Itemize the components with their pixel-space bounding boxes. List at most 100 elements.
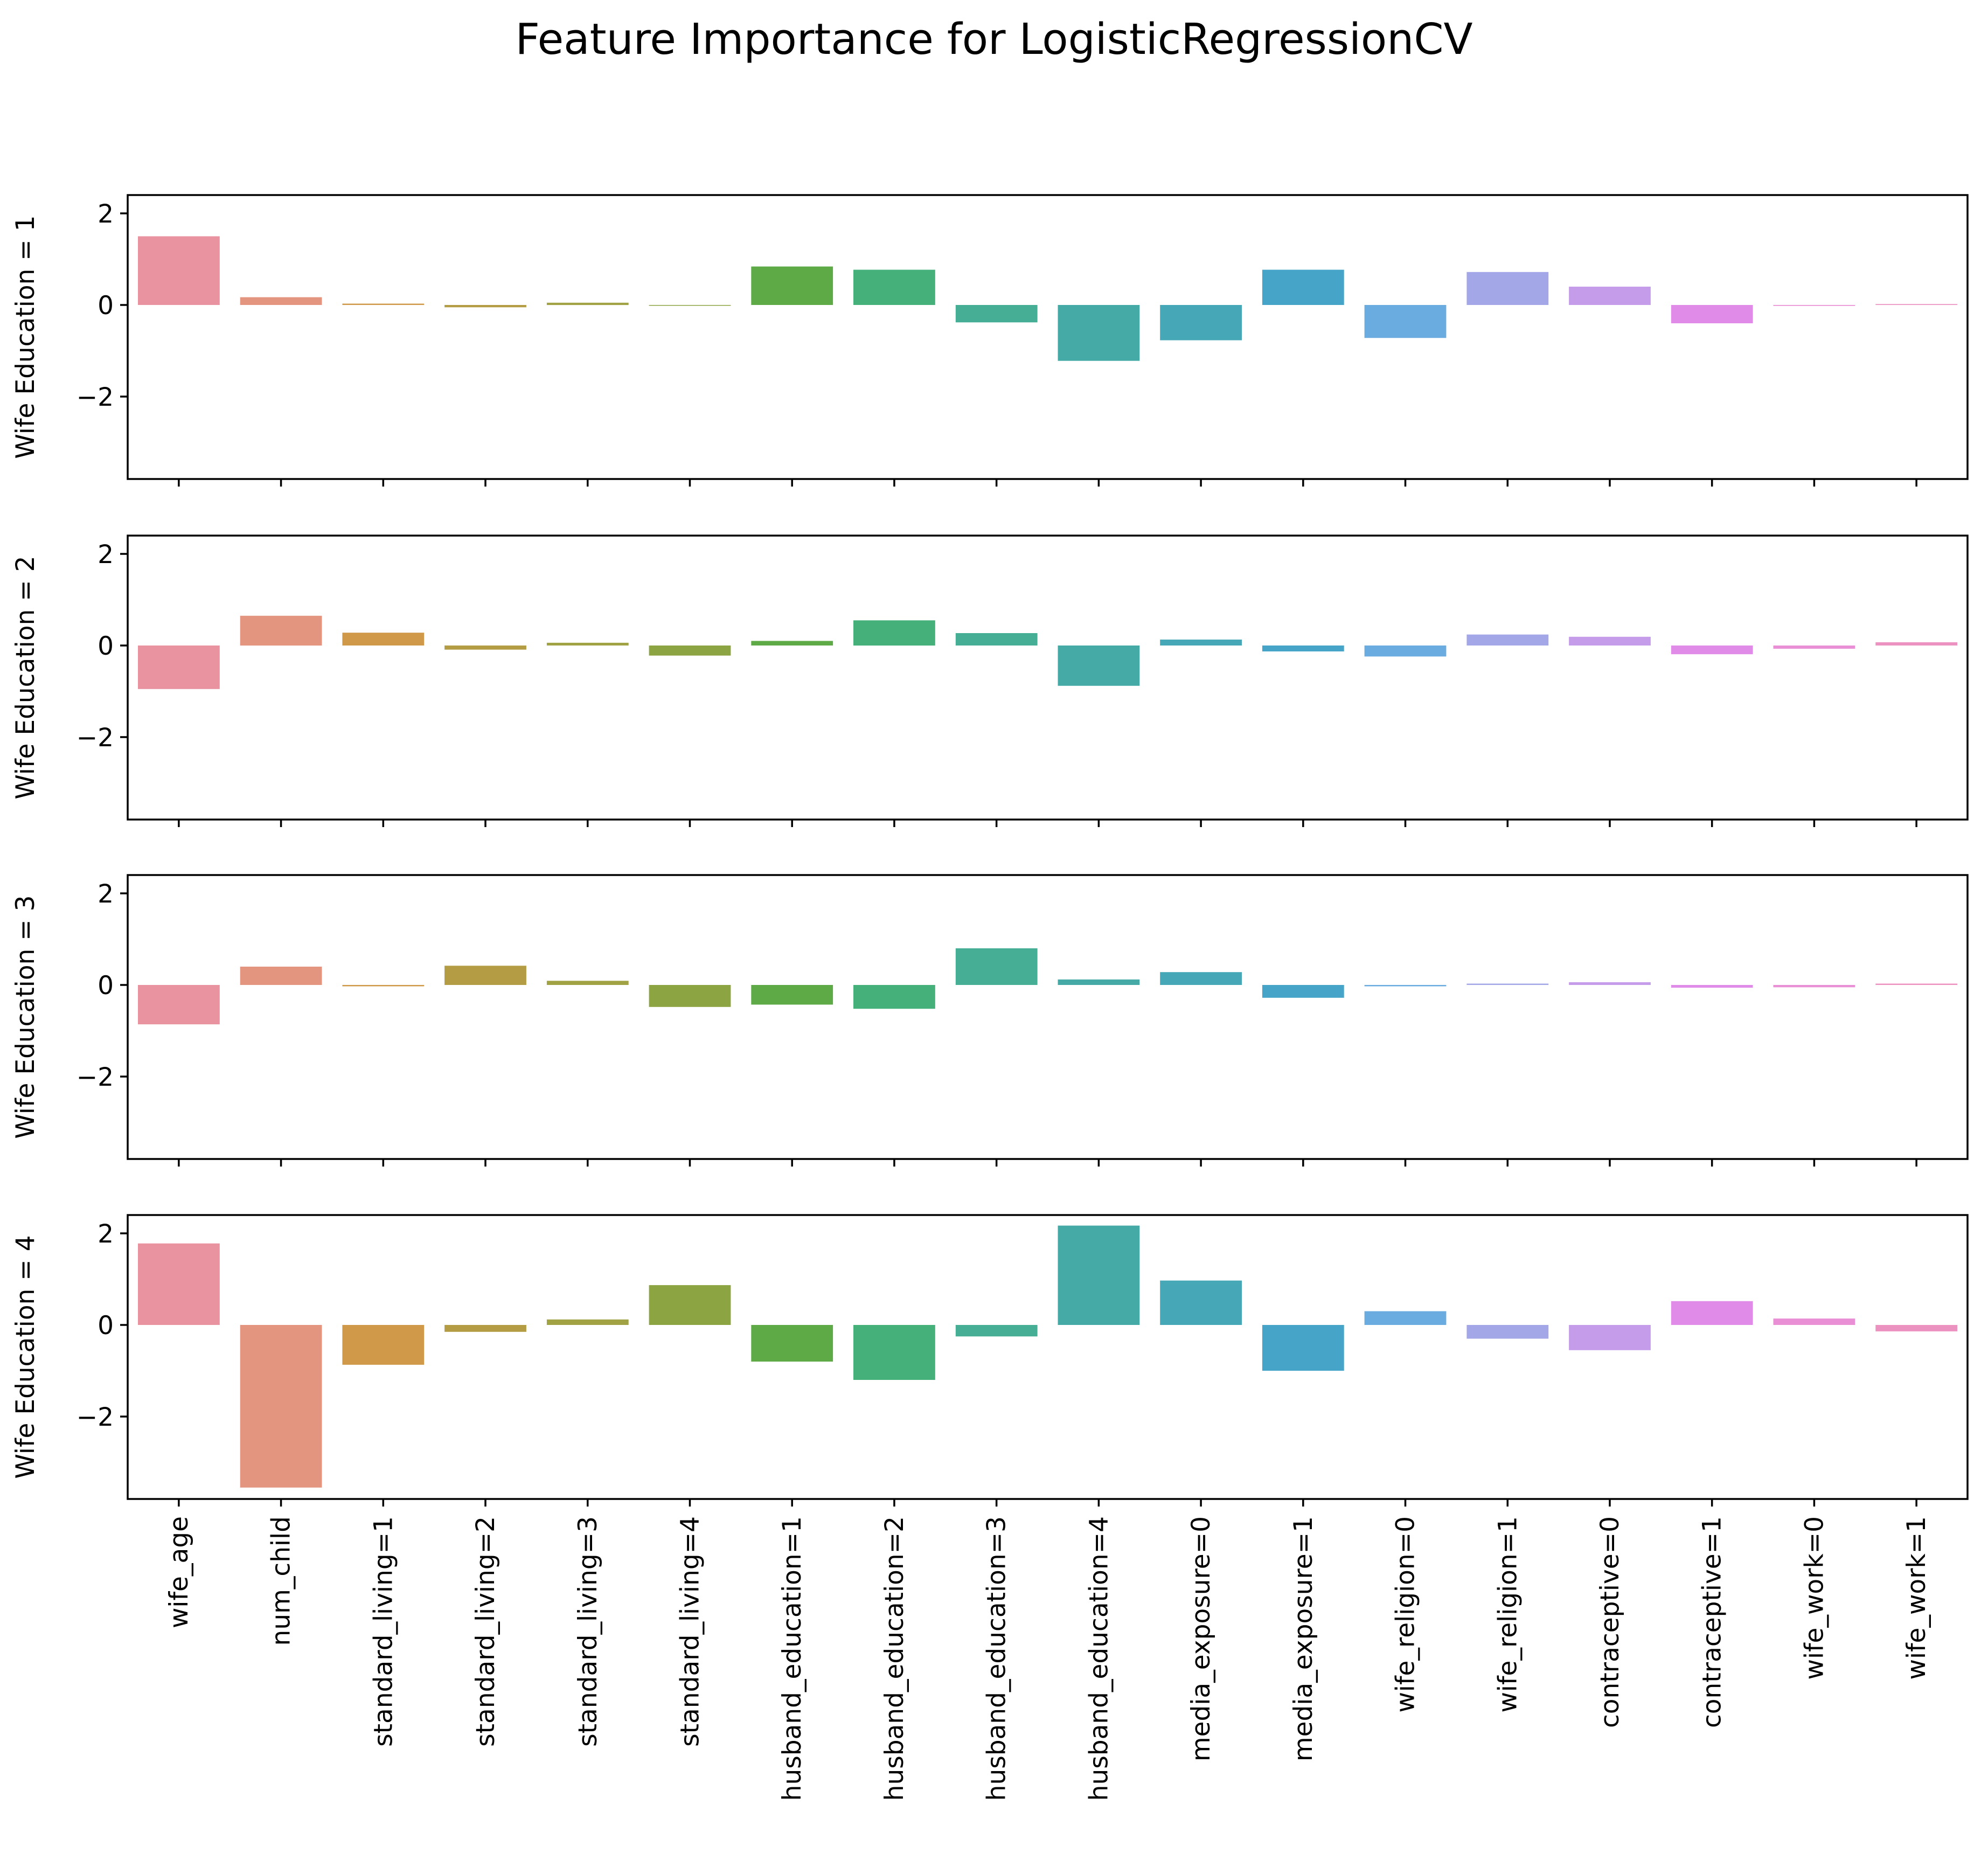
bar-num-child [240, 1325, 322, 1488]
bar-standard-living-3 [546, 642, 629, 646]
plot-frame [127, 874, 1969, 1160]
bar-wife-religion-1 [1466, 634, 1549, 646]
bar-media-exposure-1 [1262, 646, 1344, 651]
bar-media-exposure-0 [1160, 640, 1242, 646]
bar-wife-age [138, 646, 220, 689]
x-tick-label: husband_education=1 [777, 1516, 807, 1801]
bar-wife-religion-0 [1364, 985, 1447, 987]
bar-standard-living-3 [546, 302, 629, 306]
bar-wife-religion-0 [1364, 646, 1447, 657]
bar-wife-work-0 [1773, 646, 1855, 649]
bar-husband-education-1 [751, 1325, 833, 1362]
x-tick-label: wife_religion=0 [1391, 1516, 1421, 1713]
bar-wife-work-0 [1773, 305, 1855, 306]
bar-standard-living-4 [649, 1285, 731, 1325]
x-tick-label: num_child [267, 1516, 296, 1646]
bar-wife-religion-1 [1466, 272, 1549, 305]
bar-wife-religion-1 [1466, 983, 1549, 985]
y-tick-label: −2 [77, 723, 114, 753]
y-axis-label: Wife Education = 4 [11, 1235, 40, 1479]
bar-contraceptive-0 [1569, 982, 1651, 985]
plot-frame [127, 194, 1969, 480]
bar-wife-work-1 [1875, 983, 1958, 985]
x-tick-label: contraceptive=1 [1698, 1516, 1727, 1728]
x-tick-label: media_exposure=1 [1289, 1516, 1318, 1761]
bar-standard-living-2 [444, 966, 526, 985]
x-tick-label: standard_living=3 [573, 1516, 603, 1747]
bar-wife-work-0 [1773, 1318, 1855, 1325]
bar-husband-education-4 [1058, 979, 1140, 985]
bar-standard-living-4 [649, 985, 731, 1007]
bar-husband-education-4 [1058, 646, 1140, 686]
bar-husband-education-4 [1058, 305, 1140, 361]
x-tick-label: husband_education=3 [982, 1516, 1012, 1801]
bar-wife-religion-0 [1364, 305, 1447, 338]
bar-standard-living-3 [546, 1319, 629, 1325]
panel-3: −2 0 2 Wife Education = 3 [11, 874, 1969, 1167]
bar-wife-work-1 [1875, 642, 1958, 646]
bar-media-exposure-0 [1160, 305, 1242, 341]
bar-contraceptive-1 [1671, 985, 1753, 988]
x-tick-label: media_exposure=0 [1186, 1516, 1216, 1761]
bar-media-exposure-1 [1262, 985, 1344, 998]
bar-contraceptive-0 [1569, 1325, 1651, 1350]
y-tick-label: 2 [98, 540, 114, 570]
y-axis-label: Wife Education = 1 [11, 215, 40, 459]
bar-husband-education-4 [1058, 1225, 1140, 1325]
bar-husband-education-1 [751, 641, 833, 646]
bar-husband-education-3 [955, 948, 1038, 985]
bar-standard-living-4 [649, 646, 731, 656]
x-tick-label: contraceptive=0 [1595, 1516, 1625, 1728]
bar-standard-living-1 [342, 985, 425, 987]
y-tick-label: 2 [98, 199, 114, 229]
y-axis-label: Wife Education = 2 [11, 556, 40, 799]
bar-contraceptive-0 [1569, 287, 1651, 305]
bar-media-exposure-0 [1160, 1280, 1242, 1325]
y-tick-label: −2 [77, 1063, 114, 1092]
bar-wife-work-0 [1773, 985, 1855, 988]
bar-media-exposure-0 [1160, 972, 1242, 985]
bar-husband-education-1 [751, 266, 833, 305]
bar-husband-education-1 [751, 985, 833, 1005]
bar-wife-work-1 [1875, 1325, 1958, 1331]
x-tick-label: wife_work=0 [1799, 1516, 1829, 1679]
bar-husband-education-2 [853, 1325, 935, 1380]
chart-title: Feature Importance for LogisticRegressio… [515, 15, 1472, 64]
x-tick-label: standard_living=2 [471, 1516, 501, 1747]
bar-standard-living-1 [342, 633, 425, 646]
x-tick-label: wife_work=1 [1902, 1516, 1931, 1679]
x-tick-label: wife_age [164, 1516, 194, 1628]
y-tick-label: 0 [98, 1311, 114, 1341]
y-tick-label: −2 [77, 1403, 114, 1432]
bar-standard-living-2 [444, 305, 526, 308]
bar-standard-living-2 [444, 646, 526, 650]
x-tick-label: standard_living=1 [369, 1516, 398, 1747]
y-tick-label: 2 [98, 1219, 114, 1249]
plot-frame [127, 1214, 1969, 1500]
bar-num-child [240, 967, 322, 985]
bar-contraceptive-1 [1671, 305, 1753, 323]
y-axis-label: Wife Education = 3 [11, 895, 40, 1139]
bar-contraceptive-0 [1569, 636, 1651, 646]
plot-frame [127, 535, 1969, 821]
bar-num-child [240, 615, 322, 646]
bar-wife-work-1 [1875, 304, 1958, 305]
bar-standard-living-1 [342, 1325, 425, 1365]
x-tick-label: wife_religion=1 [1493, 1516, 1523, 1713]
panel-1: −2 0 2 Wife Education = 1 [11, 194, 1969, 487]
bar-standard-living-3 [546, 981, 629, 985]
y-tick-label: 2 [98, 879, 114, 909]
bar-husband-education-3 [955, 305, 1038, 323]
bar-standard-living-4 [649, 305, 731, 306]
bar-standard-living-2 [444, 1325, 526, 1332]
bar-wife-age [138, 236, 220, 305]
bar-wife-religion-0 [1364, 1311, 1447, 1325]
bar-media-exposure-1 [1262, 1325, 1344, 1371]
panel-2: −2 0 2 Wife Education = 2 [11, 535, 1969, 827]
panels: −2 0 2 Wife Education = 1 −2 0 2 Wife Education… [11, 194, 1969, 1801]
y-tick-label: −2 [77, 383, 114, 412]
bar-contraceptive-1 [1671, 646, 1753, 655]
bar-husband-education-3 [955, 633, 1038, 646]
bar-wife-age [138, 1243, 220, 1325]
